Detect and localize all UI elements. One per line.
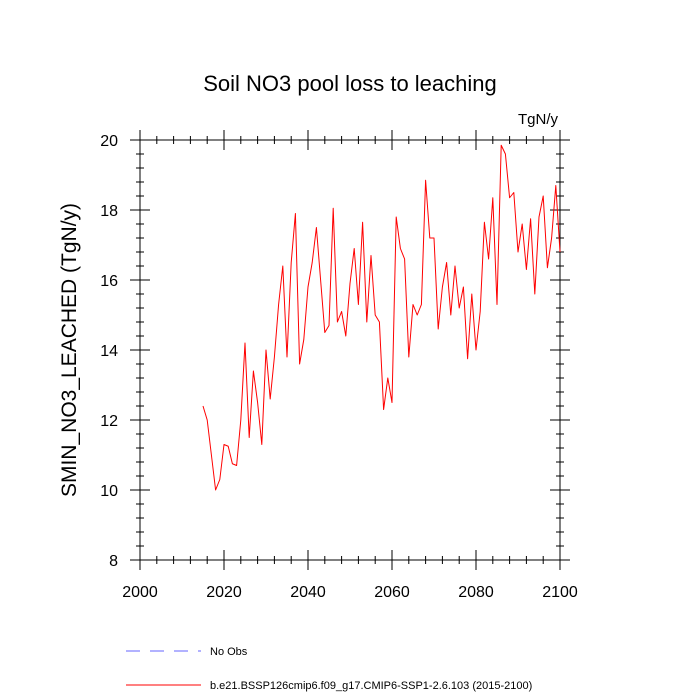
x-tick-label: 2080	[458, 584, 494, 601]
legend: No Obs b.e21.BSSP126cmip6.f09_g17.CMIP6-…	[126, 646, 532, 692]
y-tick-label: 10	[100, 483, 118, 500]
x-tick-label: 2060	[374, 584, 410, 601]
legend-label-model: b.e21.BSSP126cmip6.f09_g17.CMIP6-SSP1-2.…	[210, 680, 532, 692]
y-tick-label: 20	[100, 133, 118, 150]
x-tick-label: 2040	[290, 584, 326, 601]
axis-ticks	[130, 130, 570, 570]
x-tick-label: 2100	[542, 584, 578, 601]
y-tick-label: 16	[100, 273, 118, 290]
units-label: TgN/y	[518, 111, 559, 128]
tick-labels: 2000 2020 2040 2060 2080 2100 8 10 12 14 16 18 20	[100, 133, 578, 601]
x-tick-label: 2020	[206, 584, 242, 601]
y-tick-label: 12	[100, 413, 118, 430]
plot-frame	[139, 139, 561, 561]
chart-title: Soil NO3 pool loss to leaching	[203, 71, 497, 96]
y-tick-label: 8	[109, 553, 118, 570]
y-axis-label: SMIN_NO3_LEACHED (TgN/y)	[58, 203, 81, 497]
y-tick-label: 14	[100, 343, 118, 360]
series-line	[202, 144, 561, 491]
x-tick-label: 2000	[122, 584, 158, 601]
y-tick-label: 18	[100, 203, 118, 220]
legend-label-no-obs: No Obs	[210, 646, 248, 658]
